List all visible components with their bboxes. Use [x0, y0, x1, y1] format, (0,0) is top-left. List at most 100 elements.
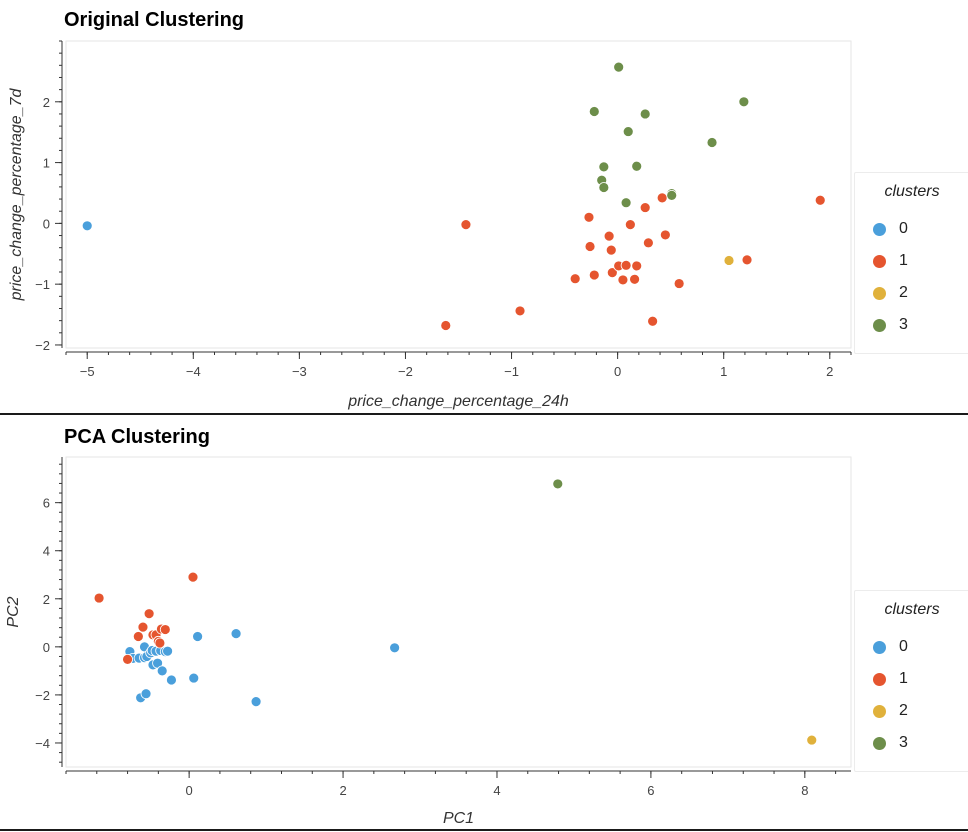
data-point-cluster-3[interactable]	[666, 190, 678, 201]
data-point-cluster-2[interactable]	[806, 734, 818, 746]
data-point-cluster-1[interactable]	[440, 320, 452, 331]
legend-title: clusters	[884, 183, 940, 200]
legend-item-cluster-2[interactable]: 2	[873, 701, 908, 721]
data-point-cluster-3[interactable]	[631, 160, 643, 172]
data-point-cluster-1[interactable]	[673, 278, 685, 289]
data-point-cluster-3[interactable]	[588, 106, 600, 117]
data-point-cluster-1[interactable]	[583, 211, 595, 223]
data-point-cluster-1[interactable]	[629, 273, 640, 285]
x-tick-label: 0	[186, 783, 193, 798]
data-point-cluster-1[interactable]	[122, 653, 133, 665]
y-tick-label: 2	[43, 592, 50, 607]
legend-label: 0	[899, 638, 908, 655]
data-point-cluster-0[interactable]	[166, 674, 177, 686]
y-tick-label: 6	[43, 496, 50, 511]
data-point-cluster-1[interactable]	[606, 267, 618, 279]
legend: clusters 0 1 2 3	[854, 172, 968, 354]
data-point-cluster-3[interactable]	[738, 96, 750, 108]
legend-item-cluster-0[interactable]: 0	[873, 637, 908, 657]
data-point-cluster-1[interactable]	[620, 259, 632, 271]
legend-item-cluster-3[interactable]: 3	[873, 315, 908, 335]
data-point-cluster-1[interactable]	[642, 237, 654, 249]
data-point-cluster-0[interactable]	[188, 672, 200, 684]
data-point-cluster-3[interactable]	[639, 108, 651, 120]
panel-divider	[0, 413, 968, 415]
y-axis-label: PC2	[5, 596, 22, 627]
data-point-cluster-1[interactable]	[617, 274, 629, 286]
x-tick-label: 8	[801, 783, 808, 798]
data-point-cluster-1[interactable]	[159, 624, 171, 635]
legend-item-cluster-1[interactable]: 1	[873, 669, 908, 689]
y-tick-label: 4	[43, 544, 50, 559]
data-point-cluster-1[interactable]	[631, 260, 643, 272]
data-point-cluster-3[interactable]	[613, 61, 625, 73]
data-point-cluster-1[interactable]	[624, 219, 636, 230]
data-point-cluster-1[interactable]	[647, 315, 659, 327]
legend-swatch	[873, 736, 886, 750]
data-point-cluster-1[interactable]	[154, 637, 166, 649]
original-clustering-plot[interactable]: −2 −1 0 1 2 −5 −4 −3 −2 −1 0 1 2 price_change_percent…	[0, 0, 968, 414]
x-tick-label: −2	[398, 364, 413, 379]
legend-swatch	[873, 672, 886, 686]
y-axis-label: price_change_percentage_7d	[8, 88, 25, 302]
legend-item-cluster-1[interactable]: 1	[873, 251, 908, 271]
data-point-cluster-3[interactable]	[622, 126, 634, 137]
data-point-cluster-1[interactable]	[814, 194, 826, 206]
x-axis-label: PC1	[443, 810, 474, 827]
x-tick-label: −3	[292, 364, 307, 379]
data-point-cluster-0[interactable]	[140, 688, 152, 700]
y-tick-label: −1	[35, 277, 50, 292]
data-point-cluster-3[interactable]	[706, 137, 718, 148]
data-point-cluster-1[interactable]	[659, 229, 671, 241]
data-point-cluster-1[interactable]	[460, 219, 472, 230]
data-point-cluster-1[interactable]	[639, 202, 651, 213]
legend-label: 0	[899, 220, 908, 237]
data-point-cluster-0[interactable]	[250, 696, 262, 708]
data-point-cluster-0[interactable]	[162, 645, 173, 657]
data-point-cluster-1[interactable]	[143, 608, 155, 620]
legend-item-cluster-2[interactable]: 2	[873, 283, 908, 303]
data-point-cluster-0[interactable]	[156, 665, 168, 677]
pca-clustering-plot[interactable]: −4 −2 0 2 4 6 0 2 4 6 8 PC1 PC2	[0, 416, 968, 832]
data-point-cluster-1[interactable]	[741, 254, 753, 266]
data-point-cluster-0[interactable]	[81, 220, 93, 232]
y-tick-label: −2	[35, 688, 50, 703]
data-point-cluster-3[interactable]	[598, 182, 610, 193]
legend-swatch	[873, 704, 886, 718]
data-point-cluster-1[interactable]	[187, 571, 199, 583]
y-tick-label: 2	[43, 95, 50, 110]
legend-item-cluster-3[interactable]: 3	[873, 733, 908, 753]
data-point-cluster-1[interactable]	[137, 621, 149, 633]
legend-label: 3	[899, 316, 908, 333]
x-tick-label: −4	[186, 364, 201, 379]
data-point-cluster-3[interactable]	[620, 197, 632, 209]
data-point-cluster-3[interactable]	[552, 478, 564, 490]
x-tick-label: 6	[647, 783, 654, 798]
y-tick-label: −4	[35, 736, 50, 751]
plot-area	[65, 456, 852, 768]
data-point-cluster-0[interactable]	[192, 631, 204, 642]
legend-swatch	[873, 286, 886, 300]
data-point-cluster-1[interactable]	[93, 592, 105, 604]
data-point-cluster-1[interactable]	[656, 192, 668, 204]
data-point-cluster-1[interactable]	[603, 230, 615, 242]
legend-label: 2	[899, 702, 908, 719]
x-tick-label: 0	[614, 364, 621, 379]
plot-area	[65, 40, 852, 349]
data-point-cluster-1[interactable]	[588, 269, 600, 281]
data-point-cluster-3[interactable]	[598, 161, 610, 173]
legend-item-cluster-0[interactable]: 0	[873, 219, 908, 239]
y-tick-label: 1	[43, 156, 50, 171]
legend-swatch	[873, 640, 886, 654]
data-point-cluster-0[interactable]	[389, 642, 401, 654]
x-tick-label: 2	[826, 364, 833, 379]
data-point-cluster-2[interactable]	[723, 255, 735, 266]
data-point-cluster-1[interactable]	[569, 273, 581, 285]
data-point-cluster-1[interactable]	[132, 631, 144, 642]
y-tick-label: −2	[35, 338, 50, 353]
data-point-cluster-1[interactable]	[605, 244, 617, 256]
panel-divider	[0, 829, 968, 831]
data-point-cluster-0[interactable]	[230, 628, 242, 640]
data-point-cluster-1[interactable]	[584, 241, 596, 252]
data-point-cluster-1[interactable]	[514, 305, 526, 317]
